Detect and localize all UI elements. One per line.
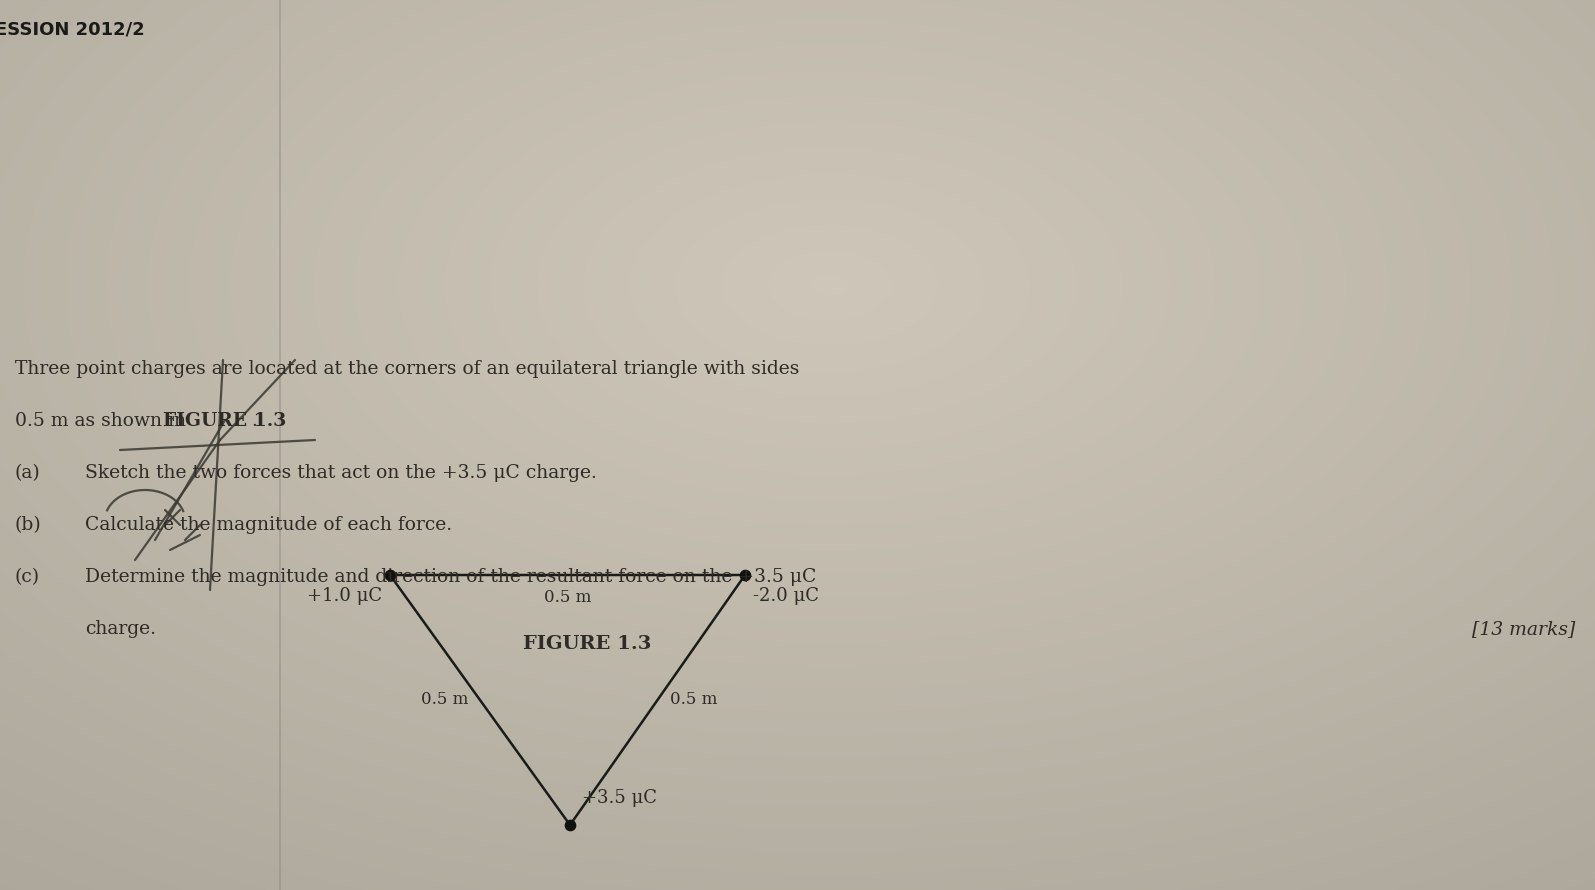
Text: Determine the magnitude and direction of the resultant force on the +3.5 μC: Determine the magnitude and direction of… [85,568,817,586]
Text: 0.5 m as shown in: 0.5 m as shown in [14,412,191,430]
Text: 0.5 m: 0.5 m [670,692,716,708]
Text: 0.5 m: 0.5 m [544,589,592,606]
Text: [13 marks]: [13 marks] [1472,620,1574,638]
Text: FIGURE 1.3: FIGURE 1.3 [523,635,652,653]
Text: Three point charges are located at the corners of an equilateral triangle with s: Three point charges are located at the c… [14,360,799,378]
Text: Sketch the two forces that act on the +3.5 μC charge.: Sketch the two forces that act on the +3… [85,464,597,482]
Point [557,818,582,832]
Text: +1.0 μC: +1.0 μC [306,587,381,605]
Text: .: . [250,412,257,430]
Text: ESSION 2012/2: ESSION 2012/2 [0,20,145,38]
Text: (a): (a) [14,464,41,482]
Text: (c): (c) [14,568,40,586]
Text: +3.5 μC: +3.5 μC [582,789,657,807]
Point [378,568,404,582]
Text: FIGURE 1.3: FIGURE 1.3 [163,412,287,430]
Text: -2.0 μC: -2.0 μC [753,587,818,605]
Text: charge.: charge. [85,620,156,638]
Point [732,568,758,582]
Text: Calculate the magnitude of each force.: Calculate the magnitude of each force. [85,516,451,534]
Text: 0.5 m: 0.5 m [421,692,467,708]
Text: (b): (b) [14,516,41,534]
